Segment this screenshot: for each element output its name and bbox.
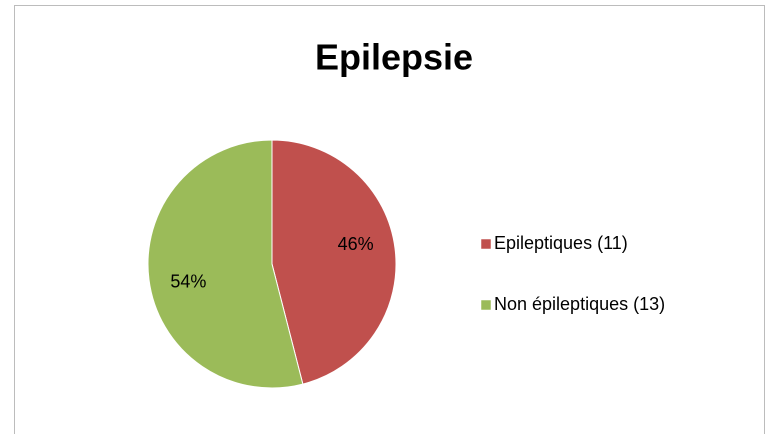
data-label: 54% xyxy=(170,271,206,291)
legend-swatch xyxy=(480,299,492,311)
chart-frame xyxy=(14,5,765,434)
legend-label: Non épileptiques (13) xyxy=(494,294,665,314)
legend-swatch xyxy=(480,238,492,250)
data-label: 46% xyxy=(338,234,374,254)
pie-slice xyxy=(147,139,304,389)
pie-slice xyxy=(271,139,397,385)
chart-title: Epilepsie xyxy=(315,37,473,78)
legend-label: Epileptiques (11) xyxy=(494,233,628,253)
